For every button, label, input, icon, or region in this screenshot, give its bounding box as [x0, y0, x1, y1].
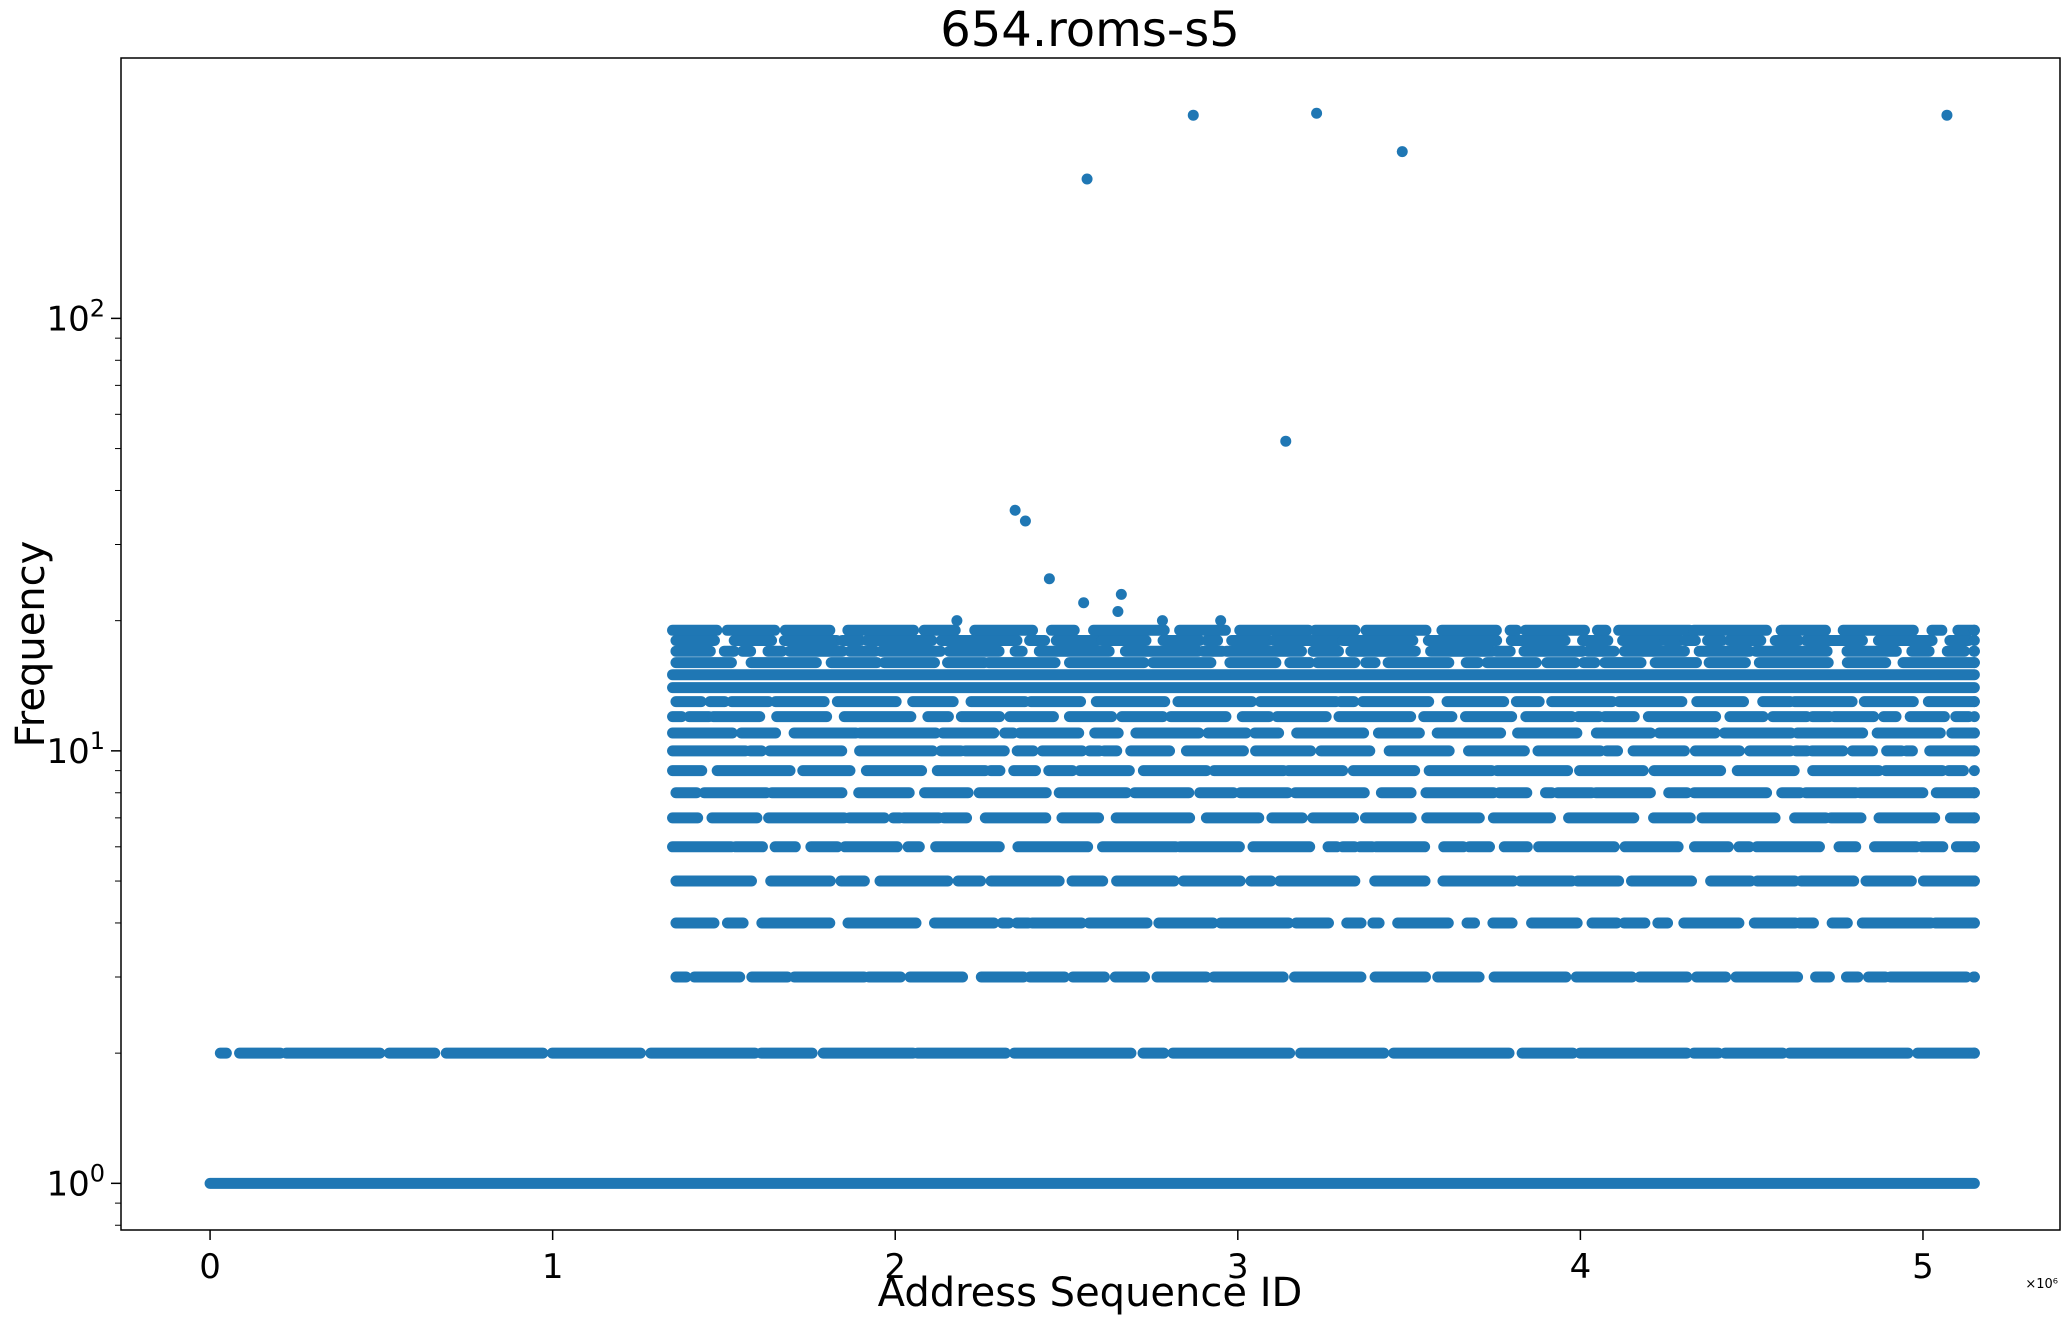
band-18 [670, 634, 1980, 646]
data-point [1968, 875, 1980, 887]
outlier-point [1078, 597, 1090, 609]
outlier-point [1156, 615, 1168, 627]
y-axis-label: Frequency [8, 541, 54, 748]
data-point [1968, 727, 1980, 739]
band-13 [670, 696, 1980, 708]
outlier-point [1280, 435, 1292, 447]
outlier-point [1019, 515, 1031, 527]
data-point [1968, 624, 1980, 636]
band-8 [670, 787, 1980, 799]
band-17 [670, 645, 1980, 657]
outlier-point [1311, 107, 1323, 119]
y-tick-label: 101 [46, 727, 105, 772]
x-tick-label: 3 [1227, 1247, 1249, 1287]
outlier-point [1112, 606, 1124, 618]
y-axis-ticks: 100 101 102 [46, 294, 121, 1226]
data-point [1968, 745, 1980, 757]
band-4 [670, 917, 1980, 929]
outlier-point [951, 615, 963, 627]
band-11 [667, 727, 1980, 739]
data-point [1968, 1047, 1980, 1059]
data-point [1968, 917, 1980, 929]
x-tick-label: 0 [199, 1247, 221, 1287]
outlier-point [1081, 173, 1093, 185]
band-9 [667, 765, 1980, 777]
data-point [1968, 841, 1980, 853]
data-point [1968, 634, 1980, 646]
outlier-point [1115, 588, 1127, 600]
band-5 [670, 875, 1980, 887]
data-point [1968, 645, 1980, 657]
plot-area-frame [120, 57, 2061, 1231]
outlier-point [1396, 146, 1408, 158]
x-tick-label: 2 [884, 1247, 906, 1287]
data-point [1968, 787, 1980, 799]
outlier-point [1215, 615, 1227, 627]
band-12 [667, 711, 1980, 723]
x-tick-label: 4 [1570, 1247, 1592, 1287]
band-2 [214, 1047, 1980, 1059]
data-point [1968, 812, 1980, 824]
data-point [1968, 696, 1980, 708]
data-point [1968, 657, 1980, 669]
band-7 [667, 812, 1980, 824]
y-tick-label: 100 [46, 1159, 105, 1204]
y-tick-label: 102 [46, 294, 105, 339]
data-points [204, 107, 1980, 1189]
chart-title: 654.roms-s5 [940, 2, 1240, 58]
outlier-point [1941, 109, 1953, 121]
outlier-point [1043, 573, 1055, 585]
x-axis-offset-label: ×10⁶ [2025, 1277, 2058, 1292]
band-3 [670, 971, 1980, 983]
band-19 [667, 624, 1980, 636]
data-point [1968, 971, 1980, 983]
x-axis-ticks: 0 1 2 3 4 5 [199, 1230, 1934, 1287]
x-tick-label: 5 [1912, 1247, 1934, 1287]
x-axis-label: Address Sequence ID [878, 1270, 1303, 1316]
outlier-point [1009, 504, 1021, 516]
outlier-point [1187, 109, 1199, 121]
band-16 [670, 657, 1980, 669]
data-point [1968, 765, 1980, 777]
band-10 [667, 745, 1980, 757]
band-6 [667, 841, 1980, 853]
data-point [1968, 711, 1980, 723]
x-tick-label: 1 [542, 1247, 564, 1287]
